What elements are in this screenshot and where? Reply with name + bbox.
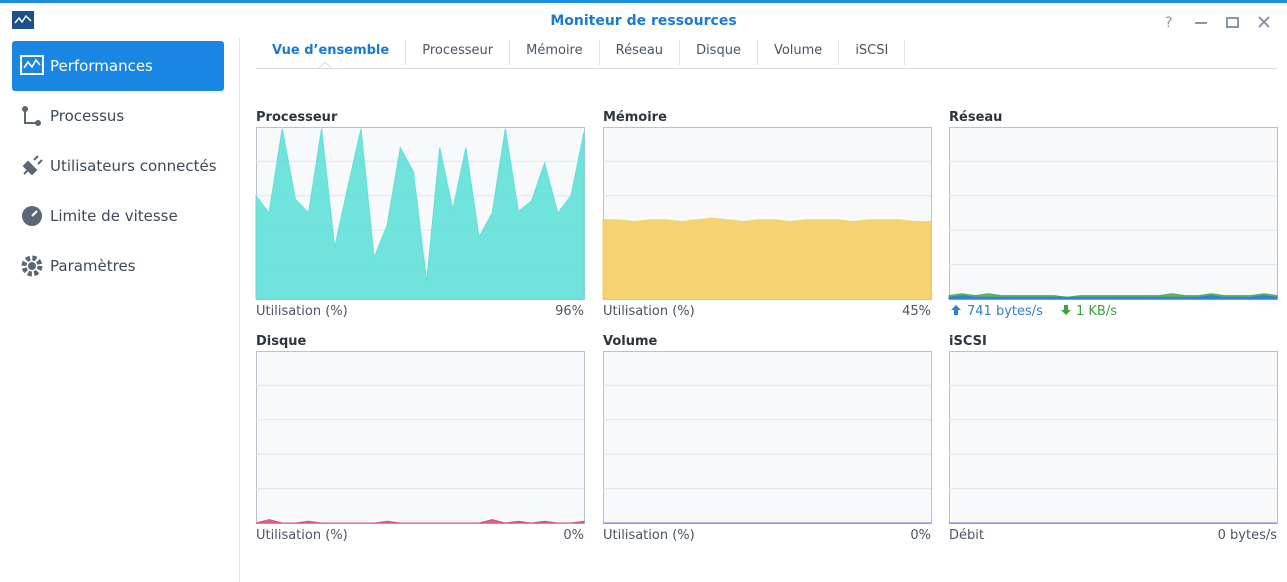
footer-label: Utilisation (%) bbox=[603, 304, 695, 319]
chart-frame bbox=[603, 351, 932, 524]
footer-label: Débit bbox=[949, 528, 984, 543]
panel-title: Disque bbox=[256, 334, 307, 349]
nav-label: Paramètres bbox=[50, 257, 136, 275]
icon bbox=[21, 255, 43, 277]
footer-label: Utilisation (%) bbox=[256, 528, 348, 543]
nav-item[interactable]: Limite de vitesse bbox=[12, 191, 224, 241]
app-icon bbox=[12, 11, 34, 29]
icon bbox=[22, 106, 41, 126]
chart-frame bbox=[256, 351, 585, 524]
footer-value: 0% bbox=[910, 528, 931, 543]
chart-frame bbox=[603, 127, 932, 300]
footer-value: 0 bytes/s bbox=[1218, 528, 1278, 543]
panel-title: Réseau bbox=[949, 110, 1002, 125]
panel-title: Processeur bbox=[256, 110, 338, 125]
icon bbox=[22, 206, 42, 226]
tab[interactable]: Volume bbox=[758, 40, 840, 65]
tab[interactable]: Vue d’ensemble bbox=[256, 40, 407, 65]
nav-item[interactable]: Processus bbox=[12, 91, 224, 141]
tab[interactable]: Disque bbox=[680, 40, 758, 65]
nav-label: Limite de vitesse bbox=[50, 207, 178, 225]
nav-label: Processus bbox=[50, 107, 125, 125]
upload-arrow bbox=[951, 305, 961, 315]
title-bar: Moniteur de ressources ? bbox=[0, 0, 1287, 38]
tab[interactable]: Réseau bbox=[600, 40, 681, 65]
panel-title: Volume bbox=[603, 334, 658, 349]
tab[interactable]: Mémoire bbox=[510, 40, 600, 65]
download-arrow bbox=[1061, 305, 1071, 315]
tab[interactable]: iSCSI bbox=[839, 40, 906, 65]
nav-item[interactable]: Utilisateurs connectés bbox=[12, 141, 224, 191]
chart-frame bbox=[949, 127, 1278, 300]
panel-title: iSCSI bbox=[949, 334, 987, 349]
nav-item[interactable]: Performances bbox=[12, 41, 224, 91]
panel-title: Mémoire bbox=[603, 110, 667, 125]
chart-frame bbox=[256, 127, 585, 300]
window-controls[interactable]: ? bbox=[1160, 13, 1280, 33]
usage-area bbox=[255, 128, 585, 300]
usage-area bbox=[255, 519, 585, 524]
icon bbox=[20, 55, 44, 75]
usage-area bbox=[948, 293, 1278, 300]
chart-frame bbox=[949, 351, 1278, 524]
footer-label: Utilisation (%) bbox=[256, 304, 348, 319]
upload-rate: 741 bytes/s bbox=[967, 304, 1043, 319]
download-rate: 1 KB/s bbox=[1076, 304, 1117, 319]
usage-area bbox=[602, 217, 932, 300]
icon bbox=[22, 155, 43, 176]
help-button[interactable]: ? bbox=[1165, 15, 1172, 31]
nav-label: Utilisateurs connectés bbox=[50, 157, 217, 175]
close-button[interactable] bbox=[1258, 16, 1270, 28]
footer-value: 0% bbox=[563, 528, 584, 543]
footer-label: Utilisation (%) bbox=[603, 528, 695, 543]
sidebar: Performances Processus Utilisateurs conn… bbox=[0, 38, 240, 582]
tab[interactable]: Processeur bbox=[406, 40, 511, 65]
window-title: Moniteur de ressources bbox=[550, 13, 737, 29]
nav-label: Performances bbox=[50, 57, 153, 75]
tab-bar: Vue d’ensemble Processeur Mémoire Réseau Dis… bbox=[256, 38, 1277, 69]
nav-item[interactable]: Paramètres bbox=[12, 241, 224, 291]
footer-value: 45% bbox=[902, 304, 931, 319]
usage-area bbox=[948, 295, 1278, 300]
footer-value: 96% bbox=[555, 304, 584, 319]
maximize-button[interactable] bbox=[1226, 17, 1239, 28]
